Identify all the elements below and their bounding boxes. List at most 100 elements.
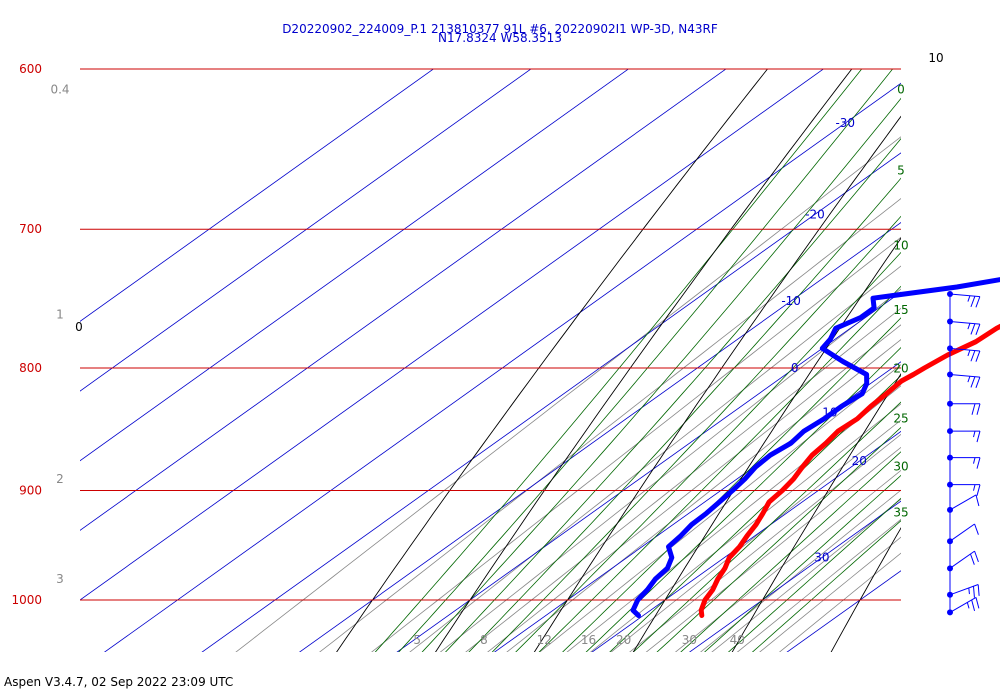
isotherm-label: -20 [805,207,825,221]
isobar-label: 1000 [11,593,42,607]
wind-barb-staff [949,584,979,596]
moist-adiabat-label: 20 [893,361,908,375]
isotherm-label: 20 [852,454,867,468]
wind-barb-feather [975,323,981,336]
wind-barb-dot [947,506,953,513]
wind-barb-half-feather [967,349,971,357]
mixing-ratio-label: 20 [616,633,631,647]
mixing-ratio-label: 40 [730,633,745,647]
moist-adiabat-line [445,137,901,652]
mixing-ratio-line [590,403,901,652]
isotherm-line [80,69,532,392]
mixing-ratio-label: 8 [480,633,488,647]
isobar-label: 600 [19,62,42,76]
axis-labels: 6007008009001000-30-20-10010203010203040… [11,51,943,647]
mixing-ratio-line [539,364,901,652]
mixing-ratio-line [778,552,901,652]
wind-barb-feather [975,376,981,389]
wind-barb-half-feather [973,484,976,491]
isotherm-line [80,69,630,462]
moist-adiabat-lines [374,69,901,652]
mixing-ratio-line [371,236,901,652]
moist-adiabat-line [609,374,901,652]
dry-adiabat-line [435,69,853,652]
wind-barb-staff [949,374,980,378]
mixing-ratio-line [439,288,901,652]
isotherm-label: 0 [791,361,799,375]
isotherm-line [494,361,901,652]
moist-adiabat-line [398,69,894,652]
dewpoint-trace [630,277,1000,618]
height-km-label: 0.4 [50,83,69,97]
dry-adiabat-line [830,527,901,652]
chart-title-line-1: D20220902_224009_P.1 213810377 91L #6, 2… [282,22,718,36]
moist-adiabat-line [421,97,901,652]
dry-adiabat-label: 0 [75,320,83,334]
wind-barb-feather [971,403,976,415]
wind-barb-feather [971,599,976,612]
sounding-traces [630,277,1000,618]
wind-barb-column [947,291,981,616]
wind-barb-feather [975,350,981,362]
mixing-ratio-line [487,324,901,652]
dry-adiabat-line [533,115,901,652]
wind-barb-feather [970,553,975,565]
wind-barb-half-feather [967,295,971,302]
isotherm-line [104,82,901,652]
moist-adiabat-label: 30 [893,460,908,474]
wind-barb-half-feather [967,376,971,383]
dry-adiabat-line [632,237,901,652]
wind-barb-feather [975,494,980,507]
wind-barb-feather [974,523,979,535]
wind-barb-feather [975,597,980,609]
moist-adiabat-label: 5 [897,164,905,178]
isobar-label: 800 [19,361,42,375]
wind-barb-feather [970,323,976,335]
moist-adiabat-label: 35 [893,505,908,519]
moist-adiabat-line [374,69,863,652]
isotherm-lines [80,69,901,652]
isotherm-label: -10 [781,294,801,308]
mixing-ratio-line [759,536,901,652]
mixing-ratio-line [736,518,901,652]
mixing-ratio-label: 5 [413,633,421,647]
mixing-ratio-line [409,265,901,652]
isotherm-label: 30 [814,551,829,565]
isobar-lines [80,68,901,601]
wind-barb-feather [972,586,975,598]
dry-adiabat-line [336,69,769,652]
height-km-label: 3 [56,572,64,586]
moist-adiabat-line [704,474,901,652]
moist-adiabat-label: 25 [893,412,908,426]
wind-barb-feather [976,403,981,415]
moist-adiabat-line [538,285,901,652]
wind-barb-feather [977,584,980,596]
mixing-ratio-label: 16 [581,633,596,647]
wind-barb-feather [976,430,981,443]
wind-barb-staff [949,293,980,298]
wind-barb-feather [976,457,981,469]
moist-adiabat-line [656,426,901,652]
isobar-label: 700 [19,222,42,236]
wind-barb-feather [970,350,976,362]
wind-barb-half-feather [966,602,970,609]
height-km-label: 2 [56,472,64,486]
wind-barb-staff [949,523,975,542]
moist-adiabat-line [680,451,901,652]
isotherm-line [80,69,727,531]
isotherm-line [80,69,435,322]
wind-barb-staff [949,347,980,352]
moist-adiabat-line [751,520,901,652]
wind-barb-half-feather [967,323,971,330]
wind-barb-staff [949,596,977,613]
moist-adiabat-line [585,346,901,652]
mixing-ratio-label: 12 [537,633,552,647]
moist-adiabat-label: 15 [893,303,908,317]
wind-barb-feather [975,296,981,308]
isotherm-line [299,222,901,652]
dry-adiabat-label: 10 [928,51,943,65]
moist-adiabat-line [727,497,901,652]
moist-adiabat-line [515,251,901,652]
mixing-ratio-line [566,385,901,652]
isotherm-label: -30 [835,116,855,130]
